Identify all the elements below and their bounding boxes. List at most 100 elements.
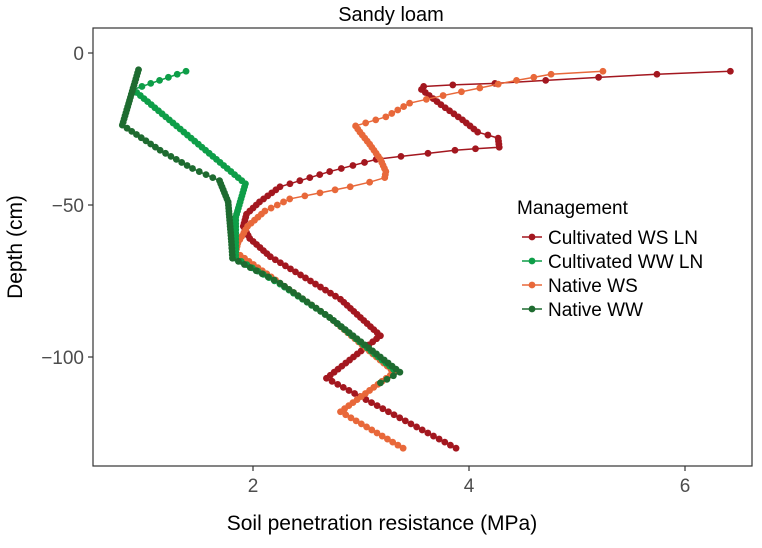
data-point — [447, 441, 454, 449]
data-point — [306, 174, 314, 182]
data-point — [331, 186, 339, 194]
y-tick-label: −50 — [52, 196, 84, 217]
data-point — [202, 171, 210, 179]
data-point — [407, 420, 415, 428]
data-point — [345, 387, 353, 394]
x-axis-label: Soil penetration resistance (MPa) — [227, 512, 537, 535]
data-point — [316, 189, 324, 197]
data-point — [474, 128, 482, 136]
x-tick-label: 4 — [464, 476, 475, 497]
data-point — [513, 76, 520, 84]
data-point — [322, 286, 329, 294]
data-point — [400, 103, 408, 110]
data-point — [361, 159, 368, 166]
data-point — [351, 390, 359, 397]
data-point — [301, 192, 309, 200]
legend-item: Native WS — [522, 276, 638, 297]
data-point — [542, 76, 550, 84]
data-point — [297, 271, 304, 279]
data-point — [337, 408, 344, 416]
data-point — [378, 432, 386, 440]
data-point — [317, 283, 324, 291]
legend-item: Cultivated WW LN — [522, 252, 703, 273]
data-point — [484, 131, 492, 139]
data-point — [368, 399, 375, 406]
legend-title: Management — [517, 198, 629, 219]
legend-label: Native WW — [548, 300, 643, 321]
data-point — [406, 99, 413, 107]
data-point — [372, 116, 380, 124]
data-point — [394, 441, 402, 449]
data-point — [195, 168, 203, 175]
data-point — [379, 405, 387, 413]
data-point — [458, 88, 465, 96]
legend-key-point — [528, 281, 536, 289]
data-point — [547, 70, 555, 78]
data-point — [312, 280, 319, 288]
data-point — [418, 426, 426, 434]
data-point — [183, 162, 191, 169]
data-point — [182, 67, 190, 75]
data-point — [292, 268, 299, 276]
series-cultivated-ww-ln — [129, 67, 397, 373]
data-point — [451, 146, 459, 154]
data-point — [383, 375, 391, 383]
data-point — [172, 156, 180, 163]
data-point — [439, 92, 447, 99]
data-point — [235, 257, 242, 265]
data-point — [276, 259, 284, 267]
data-point — [240, 261, 248, 268]
data-point — [362, 119, 370, 127]
data-point — [280, 198, 287, 206]
legend-key-point — [528, 305, 536, 313]
data-point — [147, 80, 155, 87]
data-point — [337, 165, 345, 172]
data-point — [357, 420, 365, 428]
data-point — [373, 402, 381, 410]
data-point — [349, 162, 357, 169]
x-tick-label: 2 — [248, 476, 259, 497]
data-point — [286, 180, 294, 188]
data-point — [271, 256, 279, 264]
y-tick-label: −100 — [41, 348, 84, 369]
data-point — [388, 110, 396, 117]
legend-item: Native WW — [522, 300, 643, 321]
data-point — [296, 177, 304, 185]
data-point — [323, 374, 330, 382]
legend-key-point — [528, 257, 536, 265]
data-point — [339, 384, 347, 391]
data-point — [399, 444, 407, 452]
series-line — [131, 70, 394, 370]
data-point — [390, 411, 398, 419]
data-point — [173, 70, 181, 78]
data-point — [476, 84, 484, 92]
y-tick-label: 0 — [73, 44, 84, 65]
data-point — [270, 276, 278, 284]
data-point — [595, 73, 602, 81]
data-point — [599, 67, 607, 75]
data-point — [368, 426, 376, 434]
data-point — [530, 73, 538, 81]
data-point — [156, 76, 163, 84]
data-point — [401, 417, 409, 425]
data-point — [342, 411, 350, 419]
data-point — [422, 95, 430, 103]
plot-panel — [92, 27, 753, 467]
data-point — [363, 423, 370, 431]
data-point — [189, 165, 196, 172]
data-point — [264, 273, 272, 281]
legend-label: Cultivated WS LN — [548, 228, 698, 249]
data-point — [346, 183, 354, 191]
legend-label: Cultivated WW LN — [548, 252, 703, 273]
legend: Management Cultivated WS LN Cultivated WW… — [517, 198, 703, 321]
data-point — [307, 277, 314, 285]
data-point — [138, 83, 146, 90]
data-point — [381, 174, 389, 182]
data-point — [246, 264, 254, 271]
data-point — [384, 435, 391, 443]
data-point — [452, 444, 460, 452]
data-point — [267, 204, 275, 212]
data-point — [441, 438, 449, 446]
data-point — [156, 146, 164, 154]
